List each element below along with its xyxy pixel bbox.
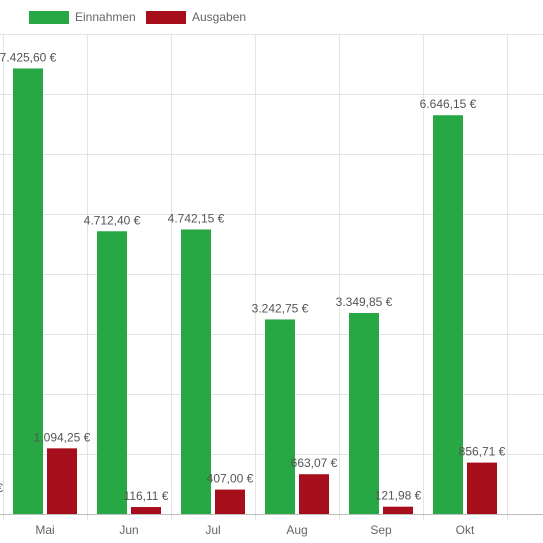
legend-item-ausgaben[interactable]: Ausgaben xyxy=(146,10,246,24)
chart-x-axis: MaiJunJulAugSepOktN xyxy=(35,523,475,537)
bar-ausgaben-mai[interactable] xyxy=(47,448,77,514)
chart-legend: Einnahmen Ausgaben xyxy=(0,0,543,34)
data-label-ausgaben-sep: 121,98 € xyxy=(375,489,422,503)
x-tick-label: Jun xyxy=(119,523,138,537)
bar-ausgaben-okt[interactable] xyxy=(467,462,497,514)
legend-label-ausgaben: Ausgaben xyxy=(192,10,247,24)
legend-swatch-einnahmen xyxy=(29,10,69,24)
legend-swatch-ausgaben xyxy=(146,10,186,24)
x-tick-label: Mai xyxy=(35,523,54,537)
bar-ausgaben-sep[interactable] xyxy=(383,506,413,514)
x-tick-label: Jul xyxy=(205,523,220,537)
data-label-ausgaben-okt: 856,71 € xyxy=(459,445,506,459)
data-label-partial: € xyxy=(0,481,3,495)
bar-einnahmen-sep[interactable] xyxy=(349,313,379,514)
bar-ausgaben-jul[interactable] xyxy=(215,489,245,514)
bar-einnahmen-jun[interactable] xyxy=(97,231,127,515)
data-label-einnahmen-sep: 3.349,85 € xyxy=(336,295,393,309)
bar-ausgaben-aug[interactable] xyxy=(299,474,329,514)
data-label-ausgaben-mai: 1.094,25 € xyxy=(34,430,91,444)
data-label-ausgaben-jul: 407,00 € xyxy=(207,472,254,486)
legend-item-einnahmen[interactable]: Einnahmen xyxy=(29,10,136,24)
bar-einnahmen-okt[interactable] xyxy=(433,115,463,514)
bar-einnahmen-mai[interactable] xyxy=(13,68,43,515)
data-label-einnahmen-jun: 4.712,40 € xyxy=(84,213,141,227)
data-label-ausgaben-jun: 116,11 € xyxy=(124,489,169,503)
bar-einnahmen-jul[interactable] xyxy=(181,229,211,514)
chart-data-labels: 7.425,60 € 4.712,40 € 4.742,15 € 3.242,75 €… xyxy=(0,50,506,503)
data-label-ausgaben-aug: 663,07 € xyxy=(291,456,338,470)
bar-ausgaben-jun[interactable] xyxy=(131,507,161,514)
chart-bars xyxy=(13,68,497,515)
data-label-einnahmen-mai: 7.425,60 € xyxy=(0,50,57,64)
x-tick-label: Sep xyxy=(370,523,392,537)
x-tick-label: Aug xyxy=(286,523,307,537)
x-tick-label: Okt xyxy=(456,523,475,537)
data-label-einnahmen-okt: 6.646,15 € xyxy=(420,97,477,111)
bar-einnahmen-aug[interactable] xyxy=(265,319,295,514)
data-label-einnahmen-jul: 4.742,15 € xyxy=(168,211,225,225)
legend-label-einnahmen: Einnahmen xyxy=(75,10,136,24)
data-label-einnahmen-aug: 3.242,75 € xyxy=(252,301,309,315)
